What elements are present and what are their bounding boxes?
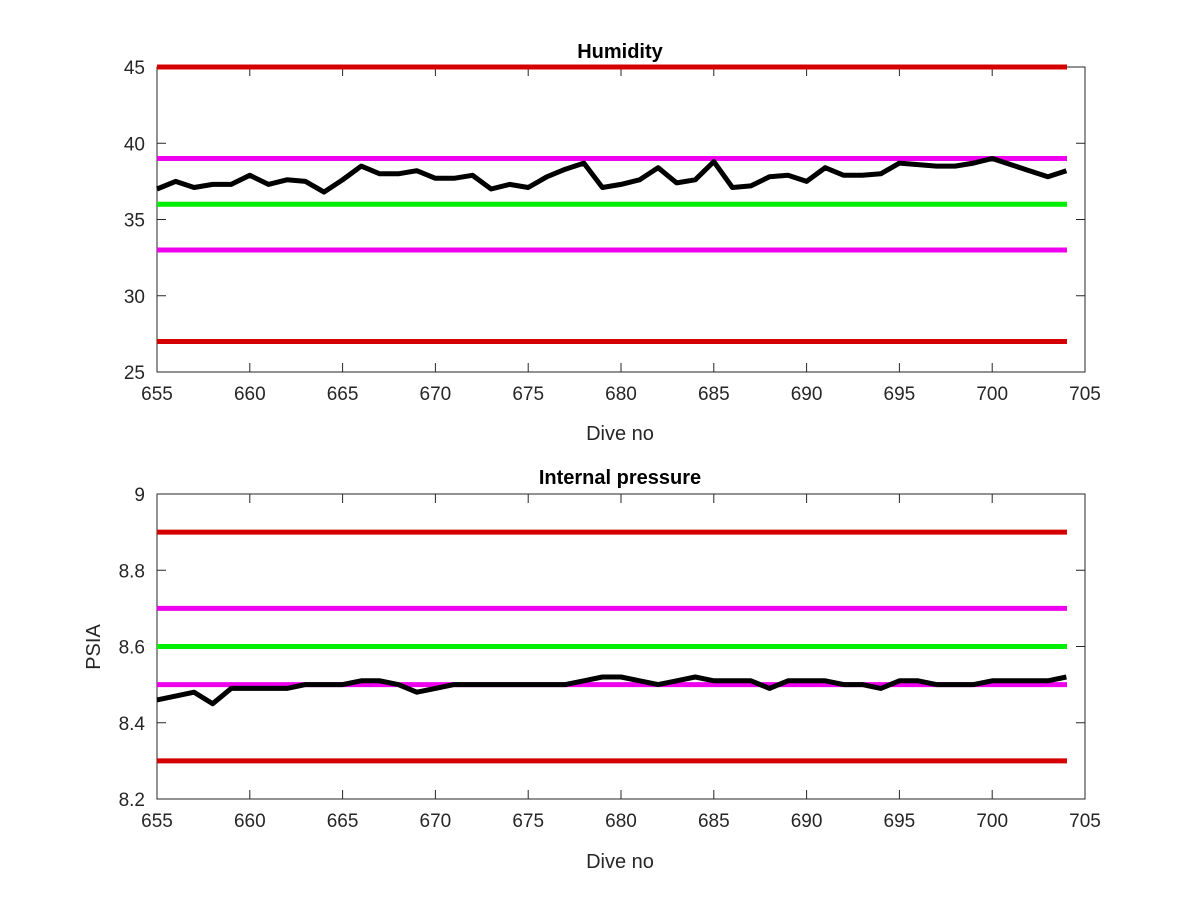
x-tick-label: 655 xyxy=(141,811,173,832)
x-tick-label: 665 xyxy=(327,384,359,405)
y-tick-label: 35 xyxy=(124,211,145,232)
y-tick-label: 8.4 xyxy=(119,714,146,735)
x-tick-label: 695 xyxy=(884,811,916,832)
x-tick-label: 695 xyxy=(884,384,916,405)
x-tick-label: 690 xyxy=(791,811,823,832)
x-tick-label: 680 xyxy=(605,384,637,405)
x-tick-label: 660 xyxy=(234,384,266,405)
x-tick-label: 685 xyxy=(698,811,730,832)
x-tick-label: 685 xyxy=(698,384,730,405)
y-tick-label: 9 xyxy=(134,485,145,506)
x-tick-label: 705 xyxy=(1069,384,1101,405)
x-tick-label: 705 xyxy=(1069,811,1101,832)
x-axis-label: Dive no xyxy=(586,423,654,445)
y-tick-label: 8.6 xyxy=(119,638,145,659)
y-axis-label: PSIA xyxy=(83,624,105,670)
y-tick-label: 8.2 xyxy=(119,790,145,811)
y-tick-label: 25 xyxy=(124,363,145,384)
axes-box xyxy=(156,66,1086,373)
data-series-line xyxy=(156,156,1068,195)
data-series-line xyxy=(156,674,1067,707)
y-tick-label: 45 xyxy=(124,58,145,79)
chart-title: Humidity xyxy=(577,41,663,63)
x-tick-label: 700 xyxy=(976,811,1008,832)
x-tick-label: 700 xyxy=(976,384,1008,405)
x-tick-label: 675 xyxy=(512,811,544,832)
y-tick-label: 30 xyxy=(124,287,145,308)
humidity-plot: Humidity Dive no 655 660 665 670 675 680 685 69… xyxy=(124,41,1101,445)
x-tick-label: 670 xyxy=(420,384,452,405)
x-tick-label: 655 xyxy=(141,384,173,405)
y-tick-label: 40 xyxy=(124,134,145,155)
x-tick-label: 665 xyxy=(327,811,359,832)
y-tick-label: 8.8 xyxy=(119,561,145,582)
x-tick-label: 675 xyxy=(512,384,544,405)
chart-title: Internal pressure xyxy=(539,467,701,489)
x-tick-label: 680 xyxy=(605,811,637,832)
x-tick-label: 660 xyxy=(234,811,266,832)
internal-pressure-plot: Internal pressure Dive no PSIA 655 660 665… xyxy=(83,467,1101,873)
x-axis-label: Dive no xyxy=(586,851,654,873)
x-tick-label: 670 xyxy=(420,811,452,832)
x-tick-label: 690 xyxy=(791,384,823,405)
